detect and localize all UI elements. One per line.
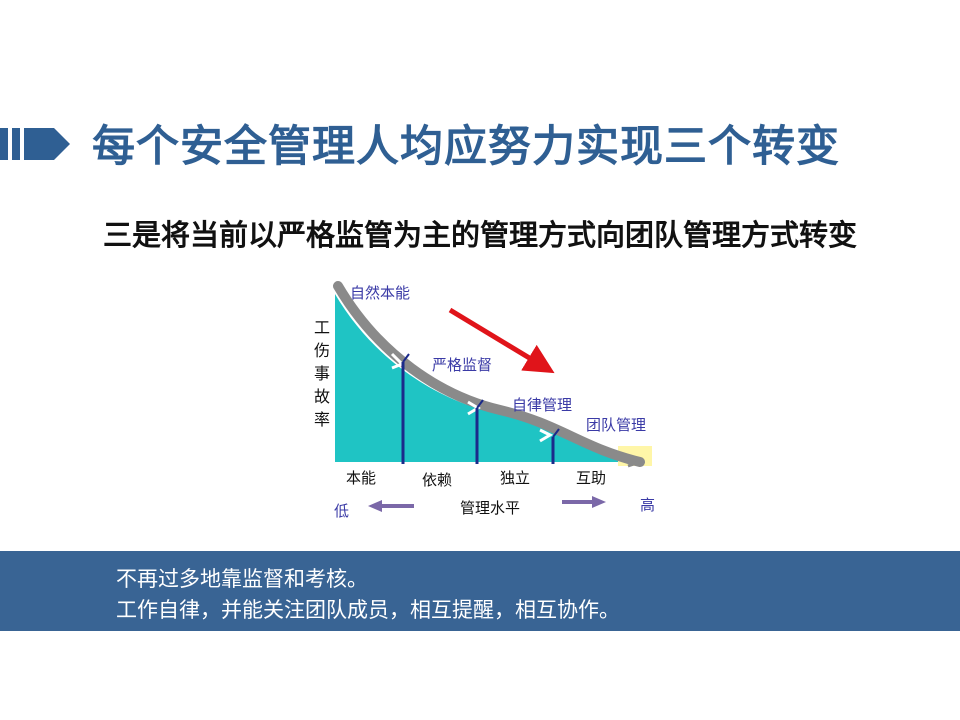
stage-label-dependence: 依赖 — [422, 471, 453, 489]
trend-arrow-icon — [448, 307, 555, 374]
curve-label-self-discipline: 自律管理 — [512, 396, 573, 414]
high-label: 高 — [640, 496, 656, 514]
management-level-diagram: 工伤事故率 自然本能 严格监督 自律管理 团队管理 本能 依赖 独立 互助 低 … — [300, 272, 670, 527]
left-arrow-icon — [368, 500, 414, 512]
page-title: 每个安全管理人均应努力实现三个转变 — [92, 122, 840, 172]
stage-label-instinct: 本能 — [346, 469, 377, 487]
stage-label-independence: 独立 — [500, 469, 531, 487]
curve-band — [333, 281, 645, 467]
summary-line-1: 不再过多地靠监督和考核。 — [116, 567, 368, 591]
right-arrow-icon — [562, 496, 606, 508]
curve-label-team-management: 团队管理 — [586, 416, 647, 434]
summary-banner: 不再过多地靠监督和考核。 工作自律，并能关注团队成员，相互提醒，相互协作。 — [0, 551, 960, 631]
stage-label-mutual-help: 互助 — [576, 469, 607, 487]
page-subtitle: 三是将当前以严格监管为主的管理方式向团队管理方式转变 — [102, 218, 857, 252]
summary-line-2: 工作自律，并能关注团队成员，相互提醒，相互协作。 — [116, 598, 620, 622]
curve-label-strict-supervision: 严格监督 — [432, 356, 493, 374]
x-axis-label: 管理水平 — [460, 499, 521, 517]
curve-label-natural-instinct: 自然本能 — [350, 284, 411, 302]
low-label: 低 — [334, 502, 350, 520]
accident-rate-area — [335, 294, 635, 462]
title-marker-icon — [0, 128, 70, 160]
y-axis-label: 工伤事故率 — [314, 318, 331, 429]
